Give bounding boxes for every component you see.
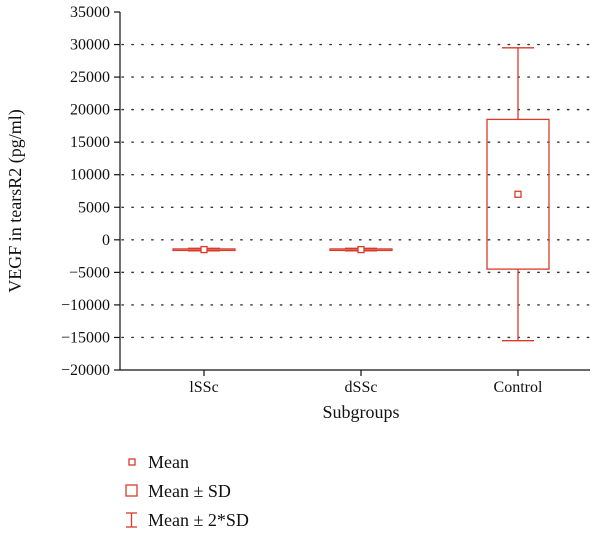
y-tick-label: −20000 [61, 362, 110, 379]
y-tick-label: −10000 [61, 297, 110, 314]
chart-legend: Mean Mean ± SD Mean ± 2*SD [118, 448, 249, 535]
box-group-lssc [172, 245, 236, 254]
y-tick-label: 35000 [70, 4, 110, 21]
legend-item-sd-box: Mean ± SD [118, 477, 249, 506]
y-axis-title: VEGF in tearsR2 (pg/ml) [5, 109, 26, 292]
legend-item-sd2-whisker: Mean ± 2*SD [118, 506, 249, 535]
box-group-dssc [329, 245, 393, 254]
y-tick-label: −5000 [69, 264, 110, 281]
x-tick-label: Control [494, 379, 543, 396]
legend-label: Mean ± SD [148, 481, 231, 501]
legend-item-mean-marker: Mean [118, 448, 249, 477]
boxes [172, 47, 550, 342]
sd2-whisker-icon [118, 511, 148, 531]
mean-marker [514, 190, 522, 198]
y-tick-label: 30000 [70, 37, 110, 54]
y-tick-label: 10000 [70, 167, 110, 184]
legend-label: Mean ± 2*SD [148, 510, 249, 530]
x-axis-ticks: lSSc dSSc Control [189, 370, 543, 396]
y-axis-ticks: 35000 30000 25000 20000 15000 10000 5000 0 −5000… [61, 4, 120, 379]
y-tick-label: 0 [102, 232, 110, 249]
box-group-control [486, 47, 550, 342]
y-tick-label: 20000 [70, 102, 110, 119]
y-tick-label: −15000 [61, 329, 110, 346]
y-tick-label: 15000 [70, 134, 110, 151]
axes [119, 12, 590, 371]
mean-marker [200, 245, 208, 254]
x-tick-label: lSSc [189, 379, 218, 396]
mean-marker [357, 245, 365, 254]
sd-box [486, 118, 550, 270]
mean-marker-icon [118, 453, 148, 473]
x-tick-label: dSSc [345, 379, 378, 396]
y-tick-label: 5000 [78, 199, 110, 216]
y-tick-label: 25000 [70, 69, 110, 86]
legend-label: Mean [148, 452, 189, 472]
sd-box-icon [118, 482, 148, 502]
x-axis-title: Subgroups [322, 402, 399, 422]
